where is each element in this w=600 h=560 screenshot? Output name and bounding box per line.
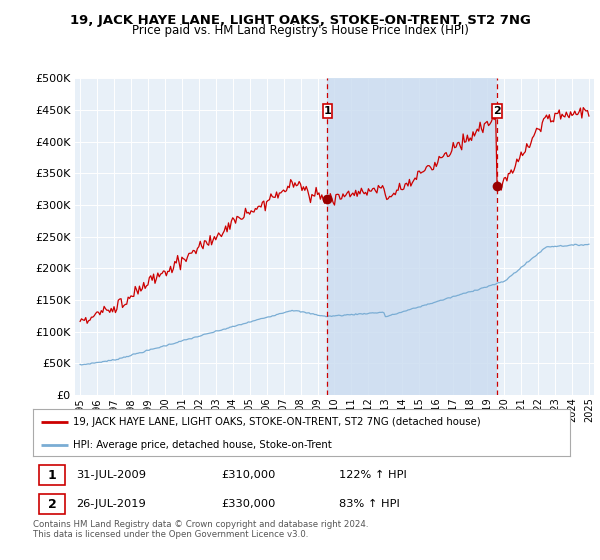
- FancyBboxPatch shape: [40, 494, 65, 515]
- Text: 1: 1: [323, 106, 331, 116]
- Text: 2: 2: [48, 498, 57, 511]
- Text: 19, JACK HAYE LANE, LIGHT OAKS, STOKE-ON-TRENT, ST2 7NG: 19, JACK HAYE LANE, LIGHT OAKS, STOKE-ON…: [70, 14, 530, 27]
- Text: 122% ↑ HPI: 122% ↑ HPI: [339, 470, 407, 480]
- Text: 2: 2: [493, 106, 501, 116]
- FancyBboxPatch shape: [493, 104, 502, 118]
- FancyBboxPatch shape: [323, 104, 332, 118]
- FancyBboxPatch shape: [40, 465, 65, 485]
- Text: 26-JUL-2019: 26-JUL-2019: [76, 500, 146, 510]
- Text: £310,000: £310,000: [221, 470, 275, 480]
- Text: Contains HM Land Registry data © Crown copyright and database right 2024.
This d: Contains HM Land Registry data © Crown c…: [33, 520, 368, 539]
- Text: HPI: Average price, detached house, Stoke-on-Trent: HPI: Average price, detached house, Stok…: [73, 440, 332, 450]
- Text: £330,000: £330,000: [221, 500, 275, 510]
- Bar: [328, 78, 497, 395]
- Text: 19, JACK HAYE LANE, LIGHT OAKS, STOKE-ON-TRENT, ST2 7NG (detached house): 19, JACK HAYE LANE, LIGHT OAKS, STOKE-ON…: [73, 417, 481, 427]
- Text: 83% ↑ HPI: 83% ↑ HPI: [339, 500, 400, 510]
- Text: 31-JUL-2009: 31-JUL-2009: [76, 470, 146, 480]
- Text: Price paid vs. HM Land Registry's House Price Index (HPI): Price paid vs. HM Land Registry's House …: [131, 24, 469, 37]
- Text: 1: 1: [48, 469, 57, 482]
